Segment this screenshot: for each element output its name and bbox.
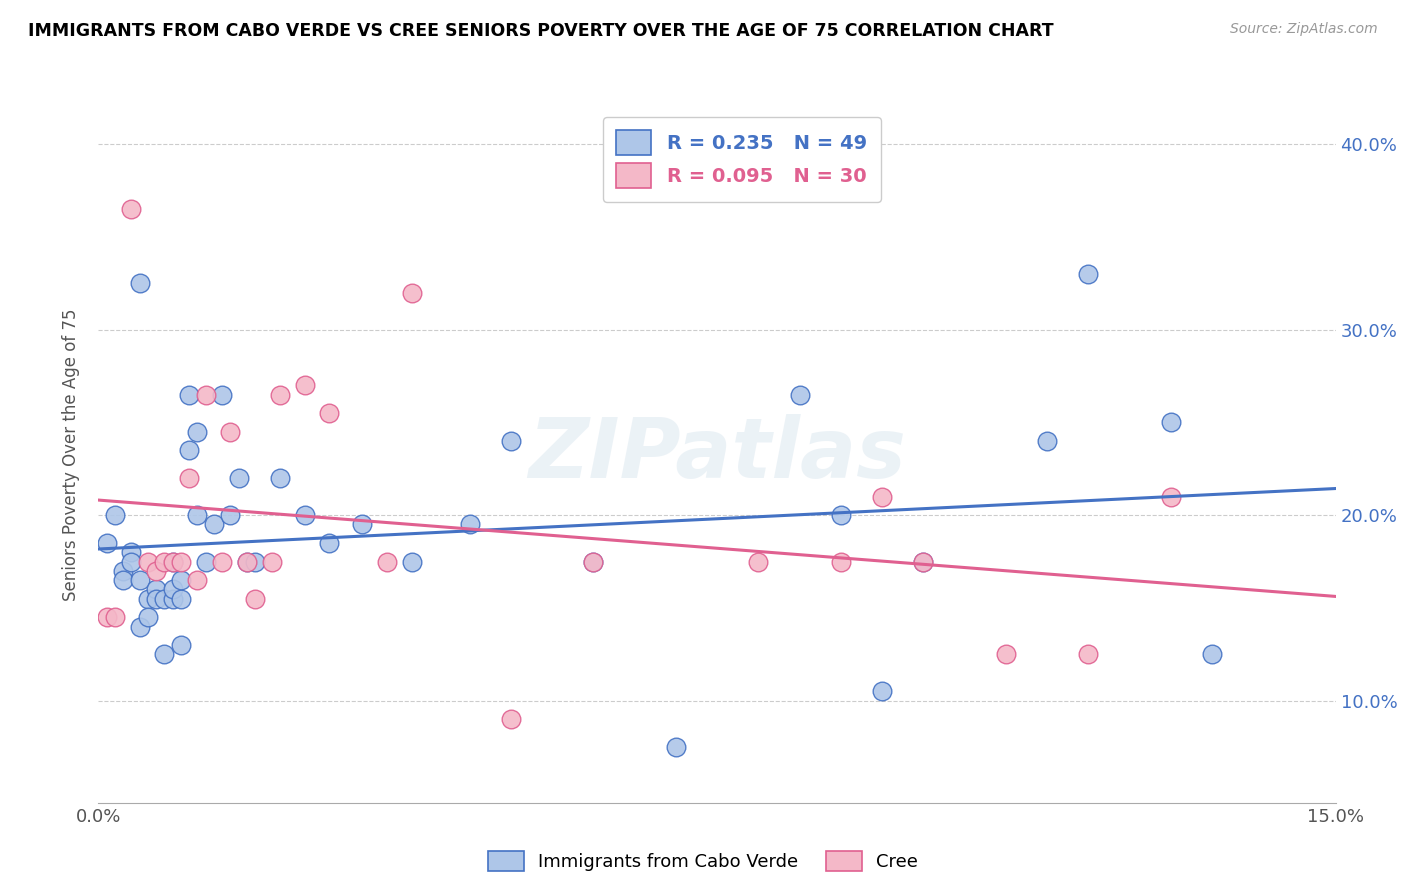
Point bbox=[120, 545, 142, 559]
Point bbox=[994, 648, 1017, 662]
Text: Source: ZipAtlas.com: Source: ZipAtlas.com bbox=[1230, 22, 1378, 37]
Point bbox=[194, 555, 217, 569]
Point bbox=[260, 555, 283, 569]
Point bbox=[1077, 267, 1099, 281]
Point bbox=[269, 471, 291, 485]
Point bbox=[211, 387, 233, 401]
Point bbox=[162, 555, 184, 569]
Text: ZIPatlas: ZIPatlas bbox=[529, 415, 905, 495]
Point bbox=[153, 591, 176, 606]
Point bbox=[179, 471, 201, 485]
Point bbox=[128, 619, 150, 633]
Point bbox=[170, 573, 193, 587]
Point bbox=[120, 202, 142, 216]
Point bbox=[375, 555, 398, 569]
Y-axis label: Seniors Poverty Over the Age of 75: Seniors Poverty Over the Age of 75 bbox=[62, 309, 80, 601]
Legend: R = 0.235   N = 49, R = 0.095   N = 30: R = 0.235 N = 49, R = 0.095 N = 30 bbox=[603, 117, 880, 202]
Point bbox=[458, 517, 481, 532]
Point bbox=[145, 582, 167, 597]
Point bbox=[136, 610, 159, 624]
Point bbox=[318, 406, 340, 420]
Point bbox=[128, 573, 150, 587]
Point bbox=[153, 648, 176, 662]
Point bbox=[136, 591, 159, 606]
Point bbox=[1036, 434, 1059, 448]
Point bbox=[1160, 416, 1182, 430]
Point bbox=[665, 740, 688, 755]
Point bbox=[294, 378, 316, 392]
Point bbox=[243, 591, 266, 606]
Point bbox=[830, 508, 852, 523]
Point bbox=[153, 555, 176, 569]
Point bbox=[104, 610, 127, 624]
Point bbox=[162, 555, 184, 569]
Point bbox=[179, 443, 201, 458]
Point bbox=[162, 591, 184, 606]
Point bbox=[294, 508, 316, 523]
Point bbox=[96, 536, 118, 550]
Point bbox=[243, 555, 266, 569]
Point bbox=[236, 555, 259, 569]
Point bbox=[219, 425, 242, 439]
Point bbox=[194, 387, 217, 401]
Point bbox=[228, 471, 250, 485]
Point bbox=[186, 425, 208, 439]
Point bbox=[104, 508, 127, 523]
Point bbox=[145, 591, 167, 606]
Point bbox=[870, 684, 893, 698]
Point bbox=[269, 387, 291, 401]
Point bbox=[912, 555, 935, 569]
Point bbox=[318, 536, 340, 550]
Point bbox=[747, 555, 769, 569]
Point bbox=[112, 564, 135, 578]
Point bbox=[145, 564, 167, 578]
Point bbox=[789, 387, 811, 401]
Point bbox=[401, 555, 423, 569]
Point bbox=[499, 434, 522, 448]
Point bbox=[128, 277, 150, 291]
Point bbox=[170, 638, 193, 652]
Point bbox=[401, 285, 423, 300]
Point bbox=[912, 555, 935, 569]
Point bbox=[170, 591, 193, 606]
Point bbox=[582, 555, 605, 569]
Point bbox=[499, 712, 522, 726]
Point bbox=[1077, 648, 1099, 662]
Point bbox=[1160, 490, 1182, 504]
Point bbox=[179, 387, 201, 401]
Point bbox=[219, 508, 242, 523]
Point bbox=[112, 573, 135, 587]
Point bbox=[211, 555, 233, 569]
Point bbox=[170, 555, 193, 569]
Point bbox=[582, 555, 605, 569]
Point bbox=[136, 555, 159, 569]
Point bbox=[830, 555, 852, 569]
Point bbox=[870, 490, 893, 504]
Text: IMMIGRANTS FROM CABO VERDE VS CREE SENIORS POVERTY OVER THE AGE OF 75 CORRELATIO: IMMIGRANTS FROM CABO VERDE VS CREE SENIO… bbox=[28, 22, 1053, 40]
Point bbox=[96, 610, 118, 624]
Point bbox=[186, 573, 208, 587]
Point bbox=[352, 517, 374, 532]
Legend: Immigrants from Cabo Verde, Cree: Immigrants from Cabo Verde, Cree bbox=[481, 844, 925, 879]
Point bbox=[1201, 648, 1223, 662]
Point bbox=[120, 555, 142, 569]
Point bbox=[236, 555, 259, 569]
Point bbox=[186, 508, 208, 523]
Point bbox=[162, 582, 184, 597]
Point bbox=[202, 517, 225, 532]
